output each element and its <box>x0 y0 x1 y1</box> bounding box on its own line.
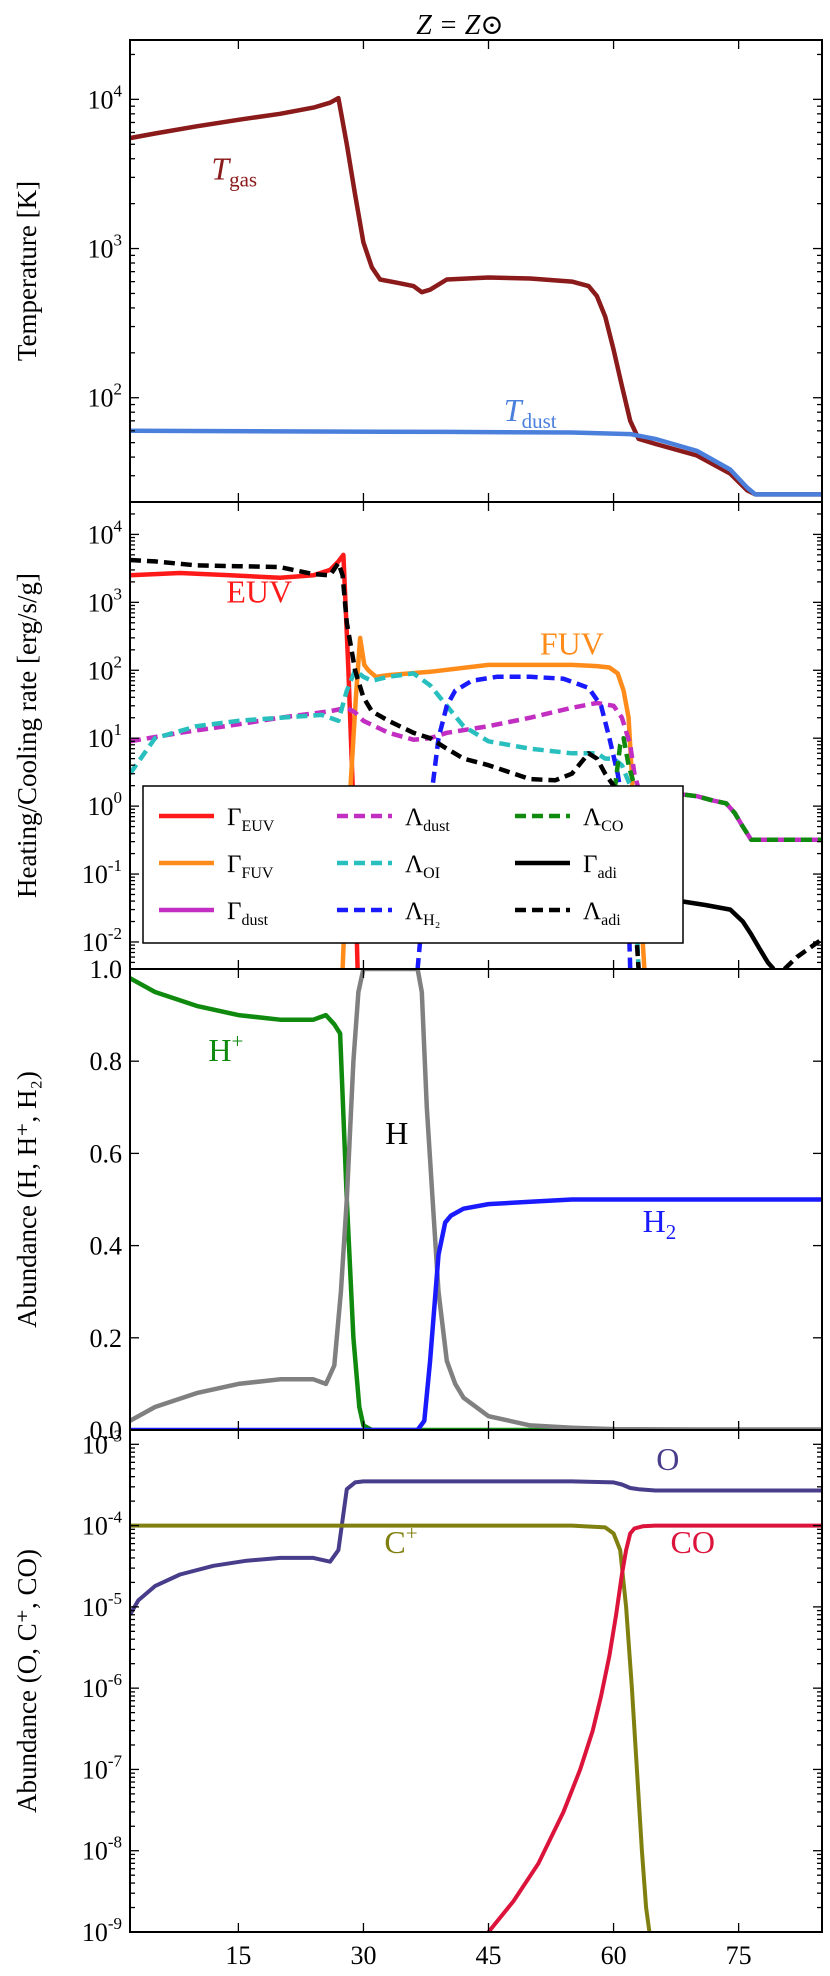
legend-label: Λadi <box>583 898 621 929</box>
y-tick-label: 104 <box>88 516 123 549</box>
y-tick-label: 10-2 <box>82 924 122 957</box>
annotation-label: FUV <box>540 626 604 662</box>
y-tick-label: 10-6 <box>82 1670 122 1703</box>
y-tick-label: 102 <box>88 652 123 685</box>
series-T_gas <box>130 95 822 497</box>
legend-label: ΓFUV <box>227 851 274 882</box>
y-tick-label: 10-7 <box>82 1751 123 1784</box>
panel-frame <box>129 1429 823 1933</box>
y-tick-label: 0.8 <box>90 1047 123 1076</box>
annotation-label: Tgas <box>211 151 257 192</box>
y-tick-label: 0.6 <box>90 1139 123 1168</box>
y-tick-label: 0.0 <box>90 1416 123 1445</box>
series-Λ_adi tail <box>782 937 822 969</box>
y-tick-label: 100 <box>88 788 123 821</box>
legend-label: Γadi <box>583 851 618 882</box>
legend-box <box>142 785 684 944</box>
series-O <box>130 1479 822 1616</box>
x-tick-label: 45 <box>476 1941 502 1970</box>
y-tick-label: 10-3 <box>82 1426 122 1459</box>
y-tick-label: 0.2 <box>90 1324 123 1353</box>
series-Λ_H2 <box>415 674 633 969</box>
legend: ΓEUV ΓFUV Γdust Λdust ΛOI ΛH₂ ΛCO Γadi Λadi <box>142 785 684 944</box>
legend-label: Γdust <box>227 898 269 929</box>
panel-hydrogen: 0.0 0.2 0.4 0.6 0.8 1.0 Abundance (H, H⁺, H₂) H… <box>12 955 823 1445</box>
series-Λ_OI <box>130 668 641 969</box>
series-CO <box>486 1523 822 1932</box>
y-tick-label: 1.0 <box>90 955 123 984</box>
x-axis: 1530456075θ [deg] <box>225 1941 751 1976</box>
x-tick-label: 75 <box>726 1941 752 1970</box>
figure-title: Z = Z⊙ <box>416 10 504 41</box>
annotation-label: H2 <box>643 1203 677 1244</box>
series-Γ_EUV <box>130 552 360 969</box>
y-tick-label: 10-4 <box>82 1508 123 1541</box>
legend-label: ΛOI <box>405 851 440 882</box>
annotation-label: CO <box>671 1524 715 1560</box>
y-axis-label: Temperature [K] <box>12 181 42 361</box>
annotation-label: EUV <box>226 573 292 609</box>
x-tick-label: 30 <box>350 1941 376 1970</box>
annotation-label: H+ <box>208 1029 243 1068</box>
series-H <box>130 969 822 1430</box>
y-axis-label: Abundance (O, C⁺, CO) <box>12 1549 42 1813</box>
y-tick-label: 102 <box>88 380 123 413</box>
legend-label: ΛH₂ <box>405 898 440 929</box>
series-H2 <box>130 1197 822 1430</box>
y-tick-label: 0.4 <box>90 1232 123 1261</box>
y-tick-label: 103 <box>88 584 123 617</box>
y-tick-label: 10-9 <box>82 1914 122 1947</box>
series-Λ_adi <box>130 557 641 969</box>
y-tick-label: 103 <box>88 231 123 264</box>
y-axis-label: Abundance (H, H⁺, H₂) <box>12 1071 42 1328</box>
y-tick-label: 10-1 <box>82 856 122 889</box>
panel-temperature: 102 103 104 Temperature [K] Tgas Tdust <box>12 39 823 503</box>
legend-label: ΓEUV <box>227 804 275 835</box>
series-T_dust <box>130 428 822 497</box>
y-tick-label: 10-8 <box>82 1833 122 1866</box>
legend-label: Λdust <box>405 804 450 835</box>
x-tick-label: 60 <box>601 1941 627 1970</box>
y-axis-label: Heating/Cooling rate [erg/s/g] <box>12 573 42 898</box>
y-tick-label: 10-5 <box>82 1589 122 1622</box>
annotation-label: H <box>385 1115 408 1151</box>
series-group <box>130 95 822 497</box>
panel-heating: 10-2 10-1 100 101 102 103 104 Heating/Cooling r… <box>12 501 823 970</box>
series-C+ <box>130 1523 652 1932</box>
series-Γ_FUV <box>340 635 647 969</box>
annotation-label: Tdust <box>504 392 557 433</box>
y-tick-label: 104 <box>88 81 123 114</box>
panel-carbon: 10-9 10-8 10-7 10-6 10-5 10-4 10-3 Abundance (O… <box>12 1426 823 1947</box>
x-tick-label: 15 <box>225 1941 251 1970</box>
annotation-label: C+ <box>384 1521 417 1560</box>
legend-label: ΛCO <box>583 804 623 835</box>
y-tick-label: 101 <box>88 720 123 753</box>
annotation-label: O <box>656 1441 679 1477</box>
series-group <box>130 1479 822 1932</box>
series-group <box>130 969 822 1430</box>
